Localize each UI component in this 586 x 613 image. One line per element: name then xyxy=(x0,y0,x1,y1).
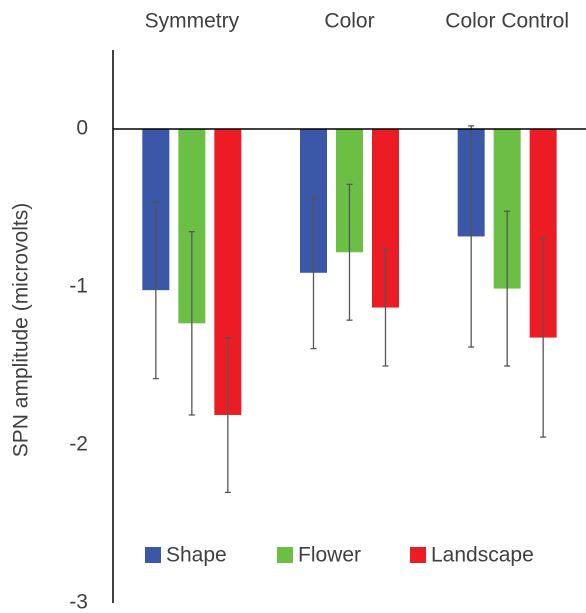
category-label: Color Control xyxy=(445,10,569,33)
error-bar xyxy=(224,336,231,494)
legend-swatch xyxy=(410,547,426,563)
error-bar xyxy=(310,196,317,350)
y-tick-label: -2 xyxy=(69,433,88,456)
error-bar xyxy=(152,201,159,380)
error-bar xyxy=(382,248,389,367)
error-bar xyxy=(504,210,511,367)
legend-swatch xyxy=(145,547,161,563)
category-label: Symmetry xyxy=(145,10,240,33)
y-axis-label: SPN amplitude (microvolts) xyxy=(10,203,33,457)
legend-label: Flower xyxy=(298,544,361,567)
error-bar xyxy=(468,125,475,348)
legend-swatch xyxy=(277,547,293,563)
error-bar xyxy=(188,231,195,416)
legend-label: Landscape xyxy=(431,544,534,567)
y-tick-label: 0 xyxy=(76,117,88,140)
error-bar xyxy=(540,237,547,438)
y-tick-label: -1 xyxy=(69,275,88,298)
y-tick-label: -3 xyxy=(69,591,88,613)
legend-label: Shape xyxy=(166,544,227,567)
error-bar xyxy=(346,183,353,321)
category-label: Color xyxy=(324,10,374,33)
